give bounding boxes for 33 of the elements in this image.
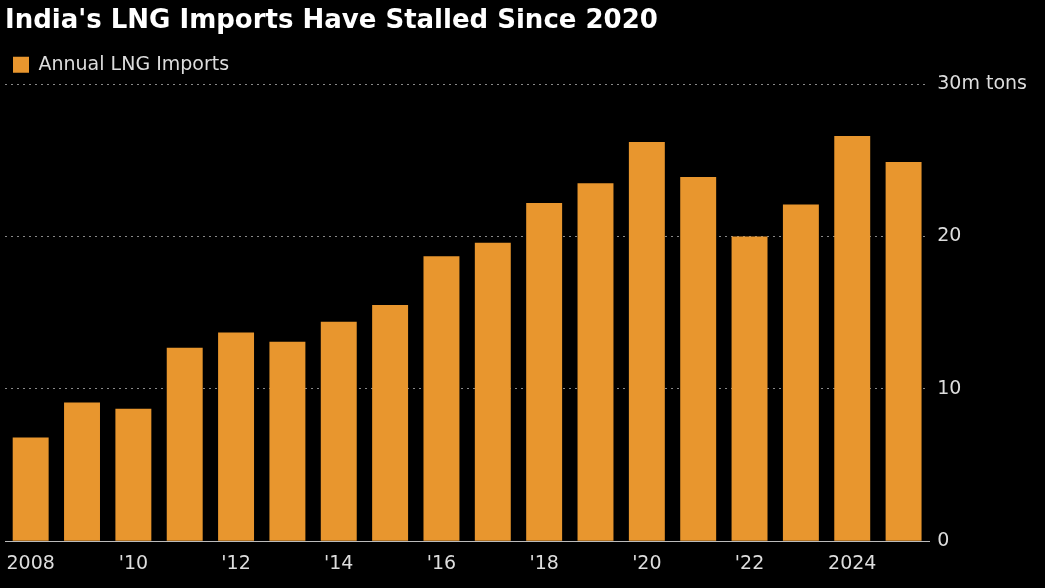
x-tick-label: 2008 — [6, 550, 55, 573]
bar — [269, 341, 306, 541]
chart-title: India's LNG Imports Have Stalled Since 2020 — [5, 4, 658, 35]
bar — [526, 203, 563, 541]
bar — [423, 256, 460, 541]
x-tick-label: '10 — [118, 550, 149, 573]
x-tick-label: '20 — [632, 550, 662, 573]
y-tick-label: 0 — [937, 528, 950, 551]
bar — [372, 305, 409, 541]
x-tick-label: '12 — [221, 550, 251, 573]
y-tick-label: 20 — [937, 223, 962, 246]
legend-label: Annual LNG Imports — [38, 51, 230, 74]
x-tick-label: '18 — [529, 550, 559, 573]
bar — [218, 332, 255, 541]
bar — [64, 402, 100, 541]
bar — [834, 135, 871, 541]
x-tick-label: '14 — [324, 550, 354, 573]
bar — [320, 321, 357, 541]
bar — [12, 437, 49, 541]
bar — [577, 183, 614, 541]
y-tick-label: 10 — [937, 375, 962, 398]
bar — [166, 347, 203, 541]
x-tick-label: '22 — [734, 550, 765, 573]
x-tick-label: '16 — [426, 550, 457, 573]
bar — [115, 408, 152, 541]
x-tick-label: 2024 — [828, 550, 877, 573]
bar — [680, 177, 717, 541]
bar — [731, 236, 768, 541]
y-tick-label: 30m tons — [937, 71, 1028, 94]
bar — [782, 204, 819, 541]
bar — [885, 161, 922, 541]
bar — [628, 142, 665, 541]
bar — [474, 242, 511, 541]
